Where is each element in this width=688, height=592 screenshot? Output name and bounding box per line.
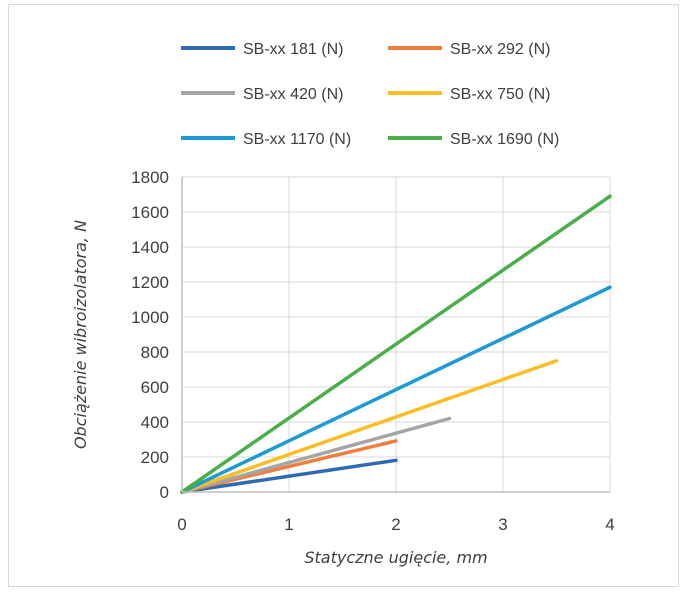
legend-item: SB-xx 750 (N): [388, 86, 550, 103]
y-axis-title: Obciążenie wibroizolatora, N: [71, 220, 90, 449]
grid: [182, 176, 611, 492]
legend: SB-xx 181 (N) SB-xx 292 (N) SB-xx 420 (N) S…: [181, 41, 559, 148]
chart-frame: 0 200 400 600 800 1000 1200 1400 1600 1800 0 1 2 3 4 S…: [8, 4, 679, 587]
y-tick-label: 200: [141, 448, 169, 467]
x-tick-label: 4: [605, 515, 614, 534]
line-chart: 0 200 400 600 800 1000 1200 1400 1600 1800 0 1 2 3 4 S…: [71, 41, 615, 567]
series-line-2: [180, 416, 452, 494]
legend-label: SB-xx 292 (N): [450, 41, 550, 58]
y-tick-label: 1000: [131, 308, 169, 327]
series-line-0: [180, 458, 398, 494]
x-tick-label: 3: [498, 515, 507, 534]
legend-label: SB-xx 181 (N): [243, 41, 343, 58]
y-tick-label: 1800: [131, 168, 169, 187]
legend-item: SB-xx 420 (N): [181, 86, 343, 103]
legend-item: SB-xx 1690 (N): [388, 131, 559, 148]
legend-item: SB-xx 181 (N): [181, 41, 343, 58]
legend-label: SB-xx 1170 (N): [243, 131, 351, 148]
y-tick-label: 1400: [131, 238, 169, 257]
legend-item: SB-xx 292 (N): [388, 41, 550, 58]
y-tick-label: 400: [141, 413, 169, 432]
series-line-3: [180, 359, 559, 494]
x-axis-title: Statyczne ugięcie, mm: [304, 548, 487, 567]
series-line-4: [180, 285, 612, 494]
legend-label: SB-xx 420 (N): [243, 86, 343, 103]
legend-label: SB-xx 750 (N): [450, 86, 550, 103]
x-tick-label: 2: [391, 515, 400, 534]
series-line-5: [180, 194, 612, 494]
axis-layer: 0 200 400 600 800 1000 1200 1400 1600 1800 0 1 2 3 4: [131, 168, 615, 534]
y-tick-label: 600: [141, 378, 169, 397]
y-tick-label: 1200: [131, 273, 169, 292]
x-tick-label: 1: [284, 515, 293, 534]
y-tick-label: 1600: [131, 203, 169, 222]
y-tick-label: 0: [160, 483, 169, 502]
y-tick-label: 800: [141, 343, 169, 362]
series-layer: [180, 194, 612, 494]
legend-label: SB-xx 1690 (N): [450, 131, 559, 148]
x-tick-label: 0: [177, 515, 186, 534]
legend-item: SB-xx 1170 (N): [181, 131, 351, 148]
